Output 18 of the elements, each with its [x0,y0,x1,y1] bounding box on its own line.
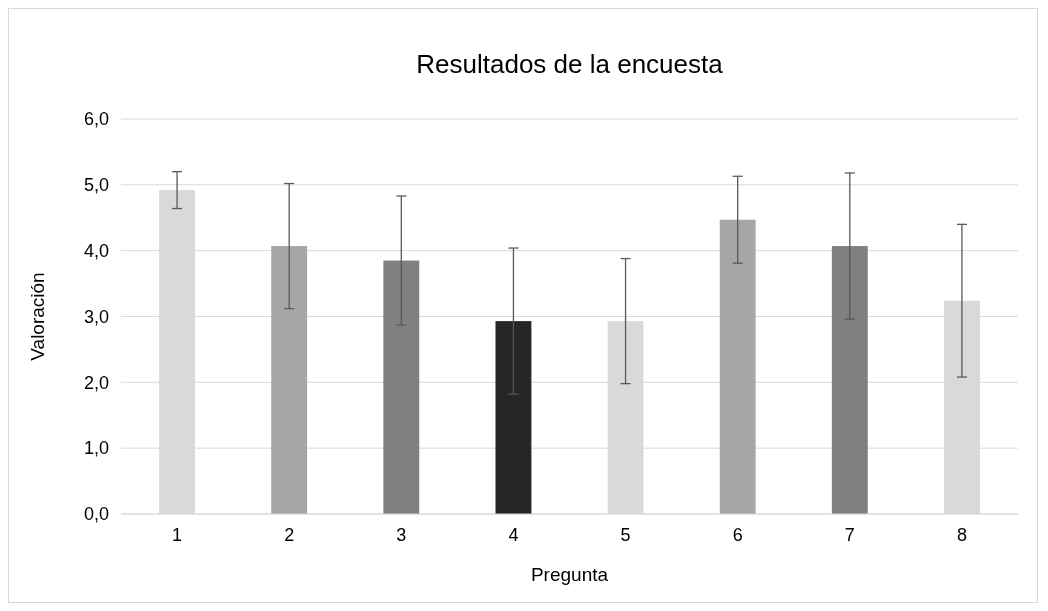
x-tick-label: 5 [620,525,631,545]
y-tick-label: 1,0 [83,438,109,459]
y-tick-label: 2,0 [83,372,109,393]
y-tick-label: 3,0 [83,306,109,327]
x-tick-label: 3 [396,525,407,545]
chart-title: Resultados de la encuesta [416,49,724,79]
y-tick-label: 0,0 [83,504,109,525]
y-tick-label: 6,0 [83,109,109,130]
x-tick-label: 6 [732,525,743,545]
x-axis-title: Pregunta [530,564,609,585]
x-tick-label: 2 [284,525,295,545]
x-tick-label: 7 [844,525,855,545]
y-tick-label: 5,0 [83,175,109,196]
y-tick-label: 4,0 [83,240,109,261]
x-tick-label: 8 [956,525,967,545]
x-tick-label: 1 [172,525,183,545]
x-tick-label: 4 [508,525,519,545]
y-axis-title: Valoración [27,272,48,361]
